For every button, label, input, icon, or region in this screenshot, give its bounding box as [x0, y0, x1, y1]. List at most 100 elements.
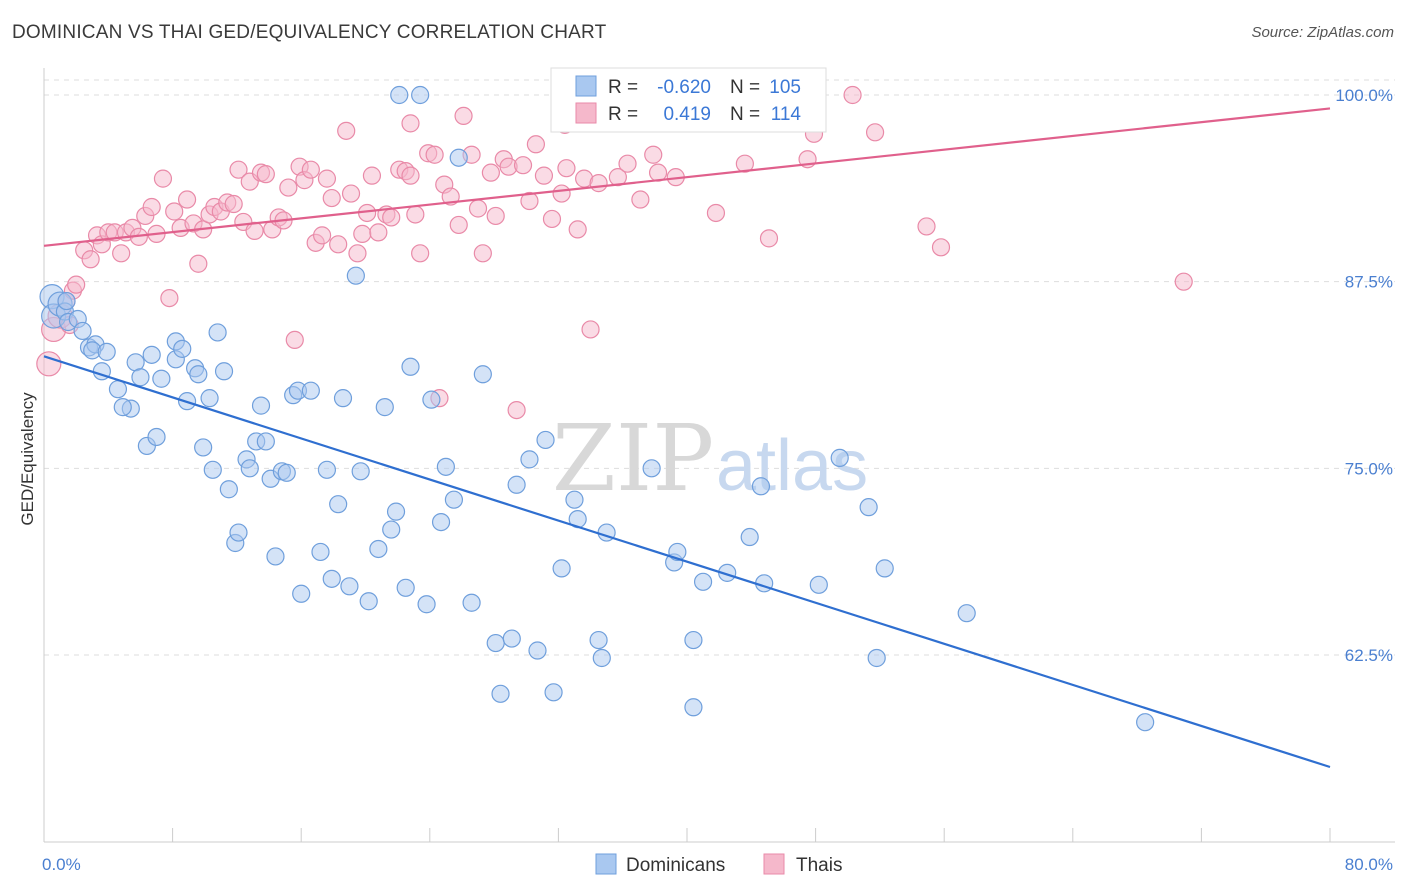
thais-point-109 — [931, 238, 951, 257]
watermark-atlas: atlas — [716, 426, 868, 506]
thais-point-26 — [189, 254, 208, 273]
dominicans-point-21 — [147, 427, 166, 447]
dominicans-point-30 — [203, 460, 222, 479]
legend-n-value-thais: 114 — [771, 104, 802, 125]
dominicans-point-33 — [219, 480, 238, 499]
legend-n-value-dominicans: 105 — [769, 77, 801, 98]
thais-point-43 — [285, 330, 304, 350]
thais-point-106 — [843, 85, 862, 105]
dominicans-point-91 — [684, 630, 703, 650]
thais-point-86 — [552, 184, 571, 203]
thais-point-24 — [177, 190, 197, 209]
thais-point-111 — [401, 114, 420, 133]
axes — [43, 68, 1395, 843]
thais-point-21 — [160, 288, 179, 308]
dominicans-point-65 — [411, 85, 430, 105]
dominicans-point-48 — [301, 381, 320, 400]
legend-n-label-thais: N = — [730, 104, 760, 125]
bottom-legend-swatch-thais — [763, 853, 785, 875]
thais-point-52 — [337, 121, 356, 140]
dominicans-point-27 — [189, 365, 208, 384]
dominicans-point-52 — [329, 495, 348, 514]
y-tick-label-3: 100.0% — [1335, 86, 1393, 105]
dominicans-point-5 — [57, 291, 76, 311]
series-legend: Dominicans Thais — [595, 853, 842, 876]
thais-point-13 — [112, 244, 131, 263]
dominicans-point-29 — [200, 389, 219, 408]
thais-point-96 — [631, 190, 650, 209]
dominicans-point-68 — [431, 512, 451, 532]
thais-point-6 — [67, 275, 86, 294]
bottom-legend-swatch-dominicans — [595, 853, 617, 875]
thais-point-72 — [454, 106, 473, 126]
dominicans-point-50 — [317, 460, 337, 479]
y-tick-labels: 62.5% 75.0% 87.5% 100.0% — [1335, 86, 1393, 665]
legend-r-label-thais: R = — [608, 104, 638, 125]
thais-point-82 — [520, 191, 539, 211]
thais-point-100 — [706, 203, 726, 223]
dominicans-trend-line — [43, 355, 1331, 769]
thais-point-102 — [759, 229, 779, 248]
y-tick-label-1: 75.0% — [1345, 459, 1393, 478]
dominicans-point-80 — [536, 430, 555, 450]
thais-point-50 — [322, 188, 341, 208]
dominicans-point-74 — [486, 633, 505, 653]
dominicans-point-51 — [322, 569, 341, 588]
thais-point-84 — [534, 166, 554, 185]
chart-title: DOMINICAN VS THAI GED/EQUIVALENCY CORREL… — [12, 22, 607, 43]
dominicans-point-78 — [520, 450, 539, 469]
dominicans-point-40 — [256, 432, 275, 451]
thais-point-101 — [735, 154, 754, 173]
dominicans-point-76 — [502, 629, 521, 648]
dominicans-point-15 — [113, 398, 132, 417]
dominicans-point-98 — [809, 575, 828, 594]
bottom-legend-label-dominicans: Dominicans — [626, 855, 725, 876]
thais-point-18 — [142, 197, 161, 217]
dominicans-point-100 — [859, 498, 878, 517]
legend-r-value-thais: 0.419 — [663, 104, 711, 125]
dominicans-point-86 — [592, 648, 611, 668]
thais-point-63 — [401, 166, 420, 185]
y-tick-label-0: 62.5% — [1345, 646, 1393, 665]
dominicans-point-85 — [589, 630, 608, 650]
trend-lines — [43, 107, 1331, 769]
thais-point-75 — [473, 244, 492, 263]
thais-point-46 — [301, 160, 320, 179]
dominicans-point-13 — [108, 380, 128, 399]
thais-point-108 — [917, 217, 936, 236]
dominicans-point-70 — [444, 490, 464, 509]
dominicans-point-99 — [830, 448, 849, 467]
dominicans-point-7 — [73, 321, 92, 341]
thais-point-53 — [341, 184, 361, 203]
thais-point-51 — [329, 235, 348, 254]
dominicans-point-92 — [684, 698, 703, 717]
thais-point-42 — [279, 178, 298, 197]
dominicans-point-47 — [292, 584, 311, 603]
thais-point-0 — [36, 351, 62, 377]
thais-points — [36, 85, 1193, 420]
dominicans-point-31 — [208, 323, 227, 342]
dominicans-point-62 — [390, 85, 409, 105]
dominicans-point-54 — [340, 577, 359, 596]
thais-point-87 — [557, 159, 576, 178]
dominicans-point-35 — [229, 523, 248, 542]
thais-point-74 — [468, 199, 488, 218]
dominicans-point-81 — [544, 683, 563, 702]
correlation-legend: R = -0.620 N = 105 R = 0.419 N = 114 — [550, 67, 827, 133]
thais-point-70 — [441, 187, 460, 206]
dominicans-point-44 — [277, 463, 296, 482]
dominicans-point-63 — [396, 578, 415, 597]
thais-point-83 — [526, 135, 545, 154]
legend-swatch-thais — [575, 102, 597, 124]
thais-point-58 — [369, 223, 388, 242]
legend-swatch-dominicans — [575, 75, 597, 97]
dominicans-point-53 — [333, 389, 353, 408]
dominicans-point-60 — [382, 520, 401, 539]
dominicans-point-19 — [152, 369, 171, 388]
dominicans-point-83 — [565, 490, 584, 509]
thais-point-57 — [362, 166, 382, 185]
dominicans-point-24 — [173, 339, 192, 358]
thais-point-54 — [348, 244, 367, 263]
dominicans-point-73 — [473, 365, 492, 384]
